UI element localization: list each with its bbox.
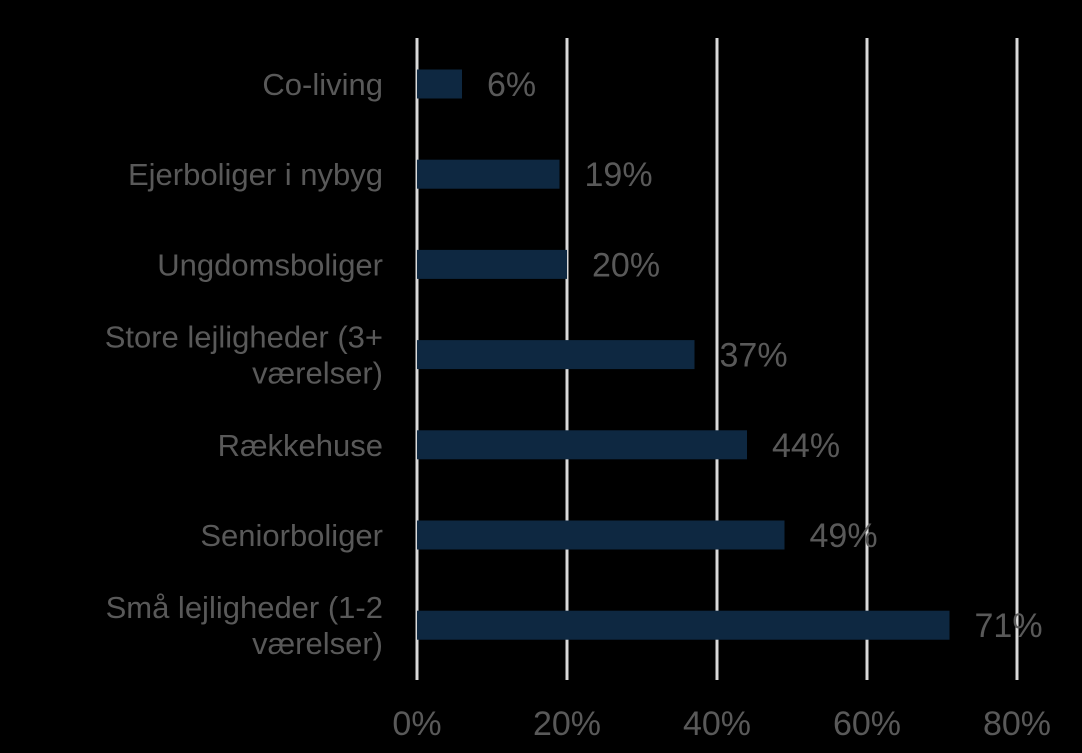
category-label: Store lejligheder (3+ værelser) [105, 320, 383, 391]
x-tick-label: 80% [983, 705, 1051, 743]
bars [417, 69, 950, 640]
bar [417, 249, 567, 279]
data-label: 37% [720, 337, 788, 375]
category-label: Co-living [262, 67, 383, 102]
bar [417, 520, 785, 550]
bar [417, 340, 695, 370]
bar [417, 610, 950, 640]
bar [417, 430, 747, 460]
category-labels: Co-living Ejerboliger i nybyg Ungdomsbolig… [105, 67, 383, 661]
gridlines [415, 38, 1019, 680]
category-label: Små lejligheder (1-2 værelser) [106, 590, 383, 661]
x-tick-label: 0% [392, 705, 441, 743]
bar [417, 159, 560, 189]
x-tick-label: 60% [833, 705, 901, 743]
x-tick-label: 20% [533, 705, 601, 743]
bar [417, 69, 462, 99]
category-label: Seniorboliger [200, 518, 383, 553]
category-label: Rækkehuse [218, 428, 383, 463]
x-axis-tick-labels: 0% 20% 40% 60% 80% [392, 705, 1051, 743]
x-tick-label: 40% [683, 705, 751, 743]
data-label: 49% [810, 517, 878, 555]
category-label: Ungdomsboliger [157, 247, 383, 282]
data-label: 20% [592, 246, 660, 284]
data-label: 19% [585, 156, 653, 194]
data-label: 6% [487, 66, 536, 104]
data-labels: 6% 19% 20% 37% 44% 49% 71% [487, 66, 1043, 645]
category-label: Ejerboliger i nybyg [128, 157, 383, 192]
data-label: 71% [975, 607, 1043, 645]
data-label: 44% [772, 427, 840, 465]
